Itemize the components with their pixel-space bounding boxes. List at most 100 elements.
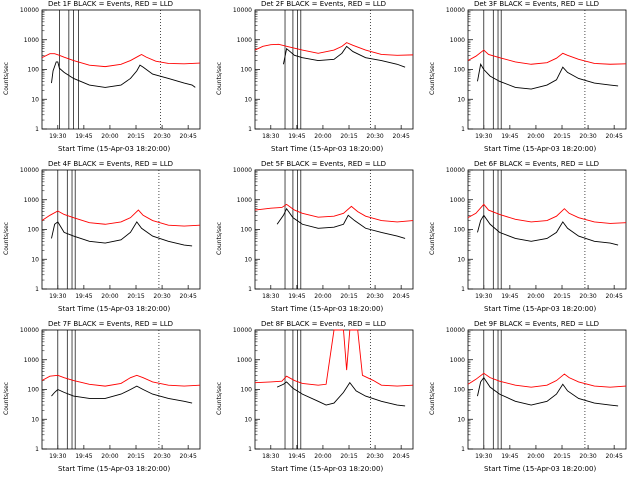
x-axis-label: Start Time (15-Apr-03 18:20:00) [271, 305, 384, 313]
x-tick-label: 20:15 [340, 293, 357, 300]
detector-panel-1: Det 1F BLACK = Events, RED = LLD Start Ti… [0, 0, 213, 160]
plot-frame [467, 9, 627, 130]
x-tick-label: 20:15 [553, 453, 570, 460]
y-tick-label: 10000 [446, 7, 465, 14]
x-tick-label: 20:00 [527, 293, 544, 300]
detector-panel-7: Det 7F BLACK = Events, RED = LLD Start Ti… [0, 320, 213, 480]
x-tick-label: 20:45 [606, 133, 623, 140]
x-tick-label: 18:30 [262, 133, 279, 140]
y-tick-label: 1000 [24, 37, 39, 44]
x-tick-label: 20:45 [180, 133, 197, 140]
x-tick-label: 18:30 [262, 453, 279, 460]
x-tick-label: 20:45 [606, 293, 623, 300]
x-tick-label: 20:15 [340, 133, 357, 140]
x-tick-label: 20:00 [314, 453, 331, 460]
y-tick-label: 10 [244, 256, 252, 263]
y-tick-label: 10 [31, 96, 39, 103]
detector-panel-6: Det 6F BLACK = Events, RED = LLD Start Ti… [426, 160, 639, 320]
y-tick-label: 100 [241, 227, 253, 234]
events-series-line [282, 45, 406, 68]
y-tick-label: 10000 [446, 327, 465, 334]
chart-svg: 1 10 100 1000 10000 18:30 19:45 20:00 20:15 20:30… [233, 167, 414, 300]
y-tick-label: 100 [241, 387, 253, 394]
x-tick-label: 19:45 [75, 453, 92, 460]
x-tick-label: 20:00 [314, 133, 331, 140]
x-tick-label: 20:00 [101, 453, 118, 460]
detector-panel-3: Det 3F BLACK = Events, RED = LLD Start Ti… [426, 0, 639, 160]
y-tick-label: 1000 [24, 357, 39, 364]
chart-svg: 1 10 100 1000 10000 19:30 19:45 20:00 20:15 20:30… [20, 7, 201, 140]
x-tick-label: 20:30 [366, 133, 383, 140]
y-tick-label: 1000 [450, 357, 465, 364]
events-series-line [477, 63, 619, 90]
x-tick-label: 18:30 [262, 293, 279, 300]
lld-series-line [467, 203, 627, 224]
y-tick-label: 1000 [450, 197, 465, 204]
chart-svg: 1 10 100 1000 10000 19:30 19:45 20:00 20:15 20:30… [446, 7, 627, 140]
y-tick-label: 10 [31, 256, 39, 263]
x-tick-label: 19:30 [475, 293, 492, 300]
x-tick-label: 20:15 [127, 133, 144, 140]
x-tick-label: 20:15 [127, 293, 144, 300]
y-tick-label: 10 [244, 96, 252, 103]
x-tick-label: 19:45 [288, 293, 305, 300]
y-tick-label: 100 [28, 227, 40, 234]
x-tick-label: 19:45 [75, 293, 92, 300]
x-tick-label: 20:15 [553, 293, 570, 300]
y-tick-label: 100 [28, 67, 40, 74]
plot-frame [467, 169, 627, 290]
x-tick-label: 20:15 [553, 133, 570, 140]
chart-title: Det 5F BLACK = Events, RED = LLD [261, 160, 387, 168]
chart-svg: 1 10 100 1000 10000 18:30 19:45 20:00 20:15 20:30… [233, 7, 414, 140]
x-axis-label: Start Time (15-Apr-03 18:20:00) [484, 145, 597, 153]
x-tick-label: 20:00 [527, 453, 544, 460]
y-tick-label: 100 [28, 387, 40, 394]
y-tick-label: 10000 [20, 327, 39, 334]
plot-frame [467, 329, 627, 450]
x-axis-label: Start Time (15-Apr-03 18:20:00) [271, 465, 384, 473]
plot-frame [41, 9, 201, 130]
x-tick-label: 20:00 [527, 133, 544, 140]
x-axis-label: Start Time (15-Apr-03 18:20:00) [484, 465, 597, 473]
x-tick-label: 19:45 [501, 133, 518, 140]
x-tick-label: 20:45 [606, 453, 623, 460]
x-tick-label: 20:30 [153, 293, 170, 300]
x-axis-label: Start Time (15-Apr-03 18:20:00) [58, 145, 171, 153]
chart-svg: 1 10 100 1000 10000 19:30 19:45 20:00 20:15 20:30… [446, 327, 627, 460]
x-tick-label: 19:30 [49, 453, 66, 460]
plot-frame [41, 169, 201, 290]
x-tick-label: 19:45 [501, 453, 518, 460]
y-tick-label: 10000 [233, 167, 252, 174]
x-tick-label: 19:45 [288, 133, 305, 140]
x-tick-label: 20:30 [366, 293, 383, 300]
y-tick-label: 1 [248, 286, 252, 293]
x-tick-label: 20:45 [180, 293, 197, 300]
lld-series-line [41, 209, 201, 227]
events-series-line [477, 376, 619, 407]
events-series-line [276, 207, 406, 239]
events-series-line [276, 381, 406, 407]
detector-panel-2: Det 2F BLACK = Events, RED = LLD Start Ti… [213, 0, 426, 160]
x-axis-label: Start Time (15-Apr-03 18:20:00) [58, 305, 171, 313]
x-tick-label: 20:00 [101, 133, 118, 140]
y-tick-label: 100 [454, 227, 466, 234]
y-tick-label: 10000 [233, 327, 252, 334]
y-tick-label: 100 [241, 67, 253, 74]
x-tick-label: 20:00 [314, 293, 331, 300]
chart-svg: 1 10 100 1000 10000 18:30 19:45 20:00 20:15 20:30… [233, 327, 414, 460]
y-tick-label: 1000 [24, 197, 39, 204]
y-tick-label: 1000 [450, 37, 465, 44]
y-tick-label: 100 [454, 67, 466, 74]
x-axis-label: Start Time (15-Apr-03 18:20:00) [58, 465, 171, 473]
y-tick-label: 10 [457, 96, 465, 103]
x-tick-label: 19:30 [49, 293, 66, 300]
y-tick-label: 1000 [237, 37, 252, 44]
y-tick-label: 10000 [233, 7, 252, 14]
x-axis-label: Start Time (15-Apr-03 18:20:00) [484, 305, 597, 313]
y-tick-label: 1 [461, 446, 465, 453]
x-tick-label: 19:30 [475, 133, 492, 140]
chart-title: Det 8F BLACK = Events, RED = LLD [261, 320, 387, 328]
y-tick-label: 1 [248, 126, 252, 133]
x-tick-label: 20:30 [579, 293, 596, 300]
